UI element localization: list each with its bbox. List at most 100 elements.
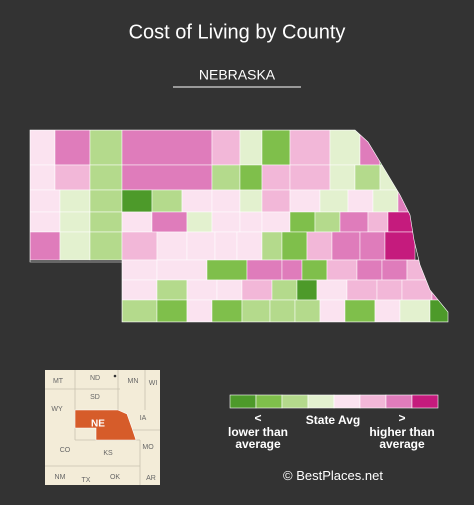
county: [379, 164, 401, 191]
inset-state-label: TX: [82, 477, 91, 484]
county: [54, 164, 91, 191]
county: [339, 211, 369, 233]
county: [374, 299, 401, 322]
county: [289, 164, 331, 191]
inset-state-label: MO: [142, 444, 154, 451]
county: [384, 231, 416, 261]
inset-state-label: ND: [90, 375, 100, 382]
county: [316, 279, 348, 301]
county: [261, 189, 291, 213]
legend: [229, 394, 439, 409]
county: [406, 259, 448, 281]
county: [239, 189, 263, 213]
county: [121, 299, 158, 322]
county: [241, 279, 273, 301]
legend-swatch: [385, 394, 413, 409]
county: [121, 259, 158, 281]
legend-middle-label: State Avg: [305, 413, 361, 427]
county: [329, 130, 361, 166]
county: [156, 299, 188, 322]
county: [30, 231, 61, 261]
county: [261, 231, 283, 261]
county: [156, 259, 208, 281]
inset-state-label: KS: [103, 450, 113, 457]
county: [314, 211, 341, 233]
inset-state-label: IA: [140, 415, 147, 422]
county: [156, 231, 188, 261]
county: [359, 130, 381, 166]
county: [206, 259, 248, 281]
county: [59, 211, 91, 233]
county: [89, 130, 123, 166]
legend-swatch: [229, 394, 257, 409]
county: [89, 164, 123, 191]
county: [186, 299, 213, 322]
county: [54, 130, 91, 166]
county: [121, 231, 158, 261]
county: [261, 211, 291, 233]
county: [239, 130, 263, 166]
county: [211, 299, 243, 322]
inset-state-label: WI: [149, 380, 158, 387]
county: [151, 211, 188, 233]
county: [422, 189, 448, 213]
county-map: [30, 130, 474, 322]
county: [239, 164, 263, 191]
county: [281, 259, 303, 281]
inset-state-label: SD: [90, 394, 100, 401]
county: [431, 279, 448, 301]
county: [59, 189, 91, 213]
inset-state-label: CO: [60, 447, 71, 454]
county: [331, 231, 361, 261]
legend-swatch: [307, 394, 335, 409]
county: [181, 189, 213, 213]
county: [271, 279, 298, 301]
county: [211, 130, 241, 166]
county: [89, 231, 123, 261]
county: [372, 189, 399, 213]
county: [30, 189, 61, 213]
county: [121, 279, 158, 301]
county: [211, 211, 241, 233]
legend-higher-label: higher than average: [369, 425, 435, 451]
county: [241, 299, 271, 322]
inset-nebraska: [74, 409, 137, 441]
county: [399, 299, 431, 322]
legend-lower-symbol: <: [254, 411, 262, 425]
legend-swatch: [411, 394, 439, 409]
county: [281, 231, 308, 261]
county: [289, 211, 316, 233]
county: [376, 279, 403, 301]
county: [236, 231, 263, 261]
county: [156, 279, 188, 301]
county: [269, 299, 296, 322]
legend-swatch: [255, 394, 283, 409]
county: [455, 300, 474, 322]
county: [347, 189, 374, 213]
inset-state-label: NM: [55, 474, 66, 481]
county: [89, 189, 123, 213]
county: [319, 299, 346, 322]
county: [367, 211, 389, 233]
county: [294, 299, 321, 322]
county: [387, 211, 419, 233]
county: [89, 211, 123, 233]
county: [30, 164, 56, 191]
inset-state-label: MN: [128, 378, 139, 385]
county: [151, 189, 183, 213]
county: [246, 259, 283, 281]
county: [379, 130, 401, 166]
county: [354, 164, 381, 191]
county: [186, 211, 213, 233]
inset-state-label: AR: [146, 475, 156, 482]
county: [289, 130, 331, 166]
county: [186, 279, 218, 301]
legend-lower-label: lower than average: [227, 425, 288, 451]
county: [30, 130, 56, 166]
state-outline: [29, 129, 449, 323]
county: [214, 231, 238, 261]
inset-state-label: OK: [110, 474, 120, 481]
county: [356, 259, 383, 281]
